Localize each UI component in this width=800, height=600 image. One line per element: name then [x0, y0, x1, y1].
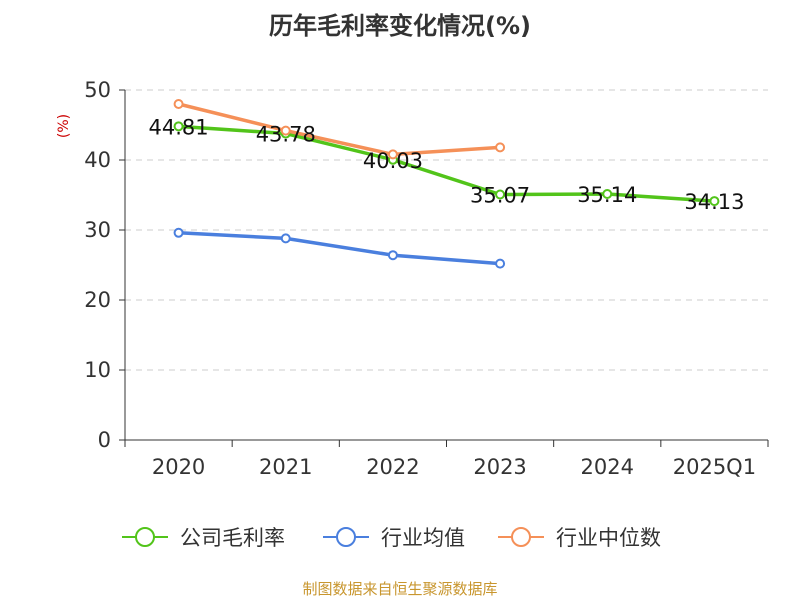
y-tick-label: 50 [84, 78, 111, 102]
data-point[interactable] [495, 189, 506, 200]
axes: 0 10 20 30 40 50 2020 2021 2022 2023 2024 2025Q1 [84, 78, 769, 479]
data-label: 40.03 [363, 149, 423, 173]
data-label: 35.07 [470, 184, 530, 208]
y-tick-label: 40 [84, 148, 111, 172]
data-point[interactable] [173, 227, 184, 238]
data-label: 34.13 [684, 190, 744, 214]
data-point[interactable] [387, 149, 398, 160]
y-tick-label: 20 [84, 288, 111, 312]
series-line-3 [176, 102, 502, 157]
legend-circle-icon [511, 527, 531, 547]
grid-lines [125, 89, 768, 371]
data-label: 35.14 [577, 183, 637, 207]
source-note: 制图数据来自恒生聚源数据库 [302, 580, 497, 598]
series-line-2 [176, 231, 502, 266]
legend-label: 公司毛利率 [180, 526, 285, 550]
data-labels: 44.81 43.78 40.03 35.07 35.14 34.13 [149, 115, 745, 214]
x-tick-label: 2020 [152, 455, 205, 479]
legend-label: 行业中位数 [556, 526, 661, 550]
series-line-1 [176, 124, 717, 203]
legend[interactable]: 公司毛利率 行业均值 行业中位数 [122, 526, 661, 550]
x-tick-label: 2025Q1 [673, 455, 756, 479]
x-tick-label: 2021 [259, 455, 312, 479]
data-point[interactable] [280, 233, 291, 244]
data-point[interactable] [495, 258, 506, 269]
data-label: 43.78 [256, 123, 316, 147]
legend-circle-icon [135, 527, 155, 547]
legend-label: 行业均值 [381, 526, 465, 550]
y-tick-label: 0 [98, 428, 111, 452]
legend-item-3[interactable]: 行业中位数 [498, 526, 661, 550]
data-point[interactable] [602, 189, 613, 200]
x-tick-label: 2024 [581, 455, 634, 479]
legend-item-2[interactable]: 行业均值 [323, 526, 465, 550]
y-tick-label: 10 [84, 358, 111, 382]
data-point[interactable] [173, 121, 184, 132]
series-lines [173, 99, 720, 269]
data-point[interactable] [387, 250, 398, 261]
data-point[interactable] [280, 125, 291, 136]
legend-item-1[interactable]: 公司毛利率 [122, 526, 285, 550]
x-tick-label: 2022 [366, 455, 419, 479]
data-point[interactable] [173, 99, 184, 109]
y-axis-unit: (%) [56, 114, 72, 138]
data-label: 44.81 [149, 115, 209, 139]
data-point[interactable] [495, 142, 506, 153]
data-point[interactable] [709, 196, 720, 207]
y-tick-label: 30 [84, 218, 111, 242]
x-tick-label: 2023 [473, 455, 526, 479]
chart-title: 历年毛利率变化情况(%) [269, 12, 531, 40]
legend-circle-icon [336, 527, 356, 547]
